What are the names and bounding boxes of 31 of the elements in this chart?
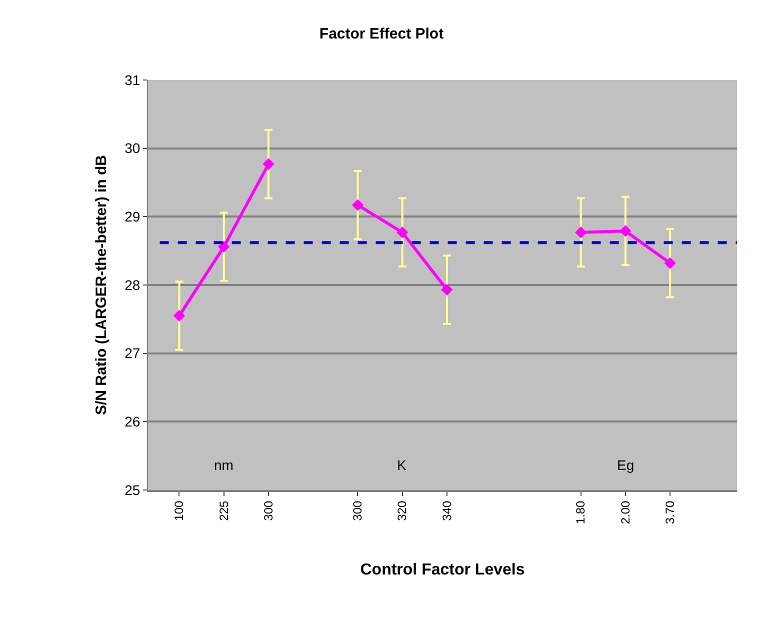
x-tick-label: 340 bbox=[440, 500, 454, 521]
x-tick-label: 1.80 bbox=[574, 500, 588, 524]
y-tick-label: 31 bbox=[124, 72, 140, 88]
point bbox=[218, 240, 230, 253]
x-axis-title: Control Factor Levels bbox=[360, 561, 525, 578]
x-tick-label: 300 bbox=[350, 500, 365, 521]
y-axis-title: S/N Ratio (LARGER-the-better) in dB bbox=[92, 154, 110, 415]
y-tick-label: 29 bbox=[124, 208, 140, 225]
point bbox=[620, 225, 632, 237]
y-tick-label: 25 bbox=[124, 482, 140, 498]
y-tick-label: 30 bbox=[124, 140, 140, 156]
point bbox=[262, 158, 274, 170]
x-tick-label: 100 bbox=[172, 500, 186, 521]
x-tick-label: 225 bbox=[216, 500, 231, 521]
annotation: Eg bbox=[617, 457, 634, 473]
x-tick-label: 320 bbox=[395, 500, 410, 521]
point bbox=[352, 199, 364, 211]
y-tick-label: 28 bbox=[124, 276, 140, 293]
chart-title: Factor Effect Plot bbox=[319, 26, 444, 43]
annotation: nm bbox=[214, 457, 234, 473]
point bbox=[664, 257, 676, 269]
point bbox=[574, 226, 587, 238]
point bbox=[441, 284, 453, 296]
x-tick-label: 300 bbox=[261, 500, 276, 521]
y-tick-label: 26 bbox=[124, 414, 140, 430]
annotation: K bbox=[397, 457, 407, 473]
y-tick-label: 27 bbox=[124, 345, 140, 362]
x-tick-label: 2.00 bbox=[618, 500, 632, 524]
point bbox=[396, 226, 408, 238]
point bbox=[173, 310, 186, 322]
x-tick-label: 3.70 bbox=[662, 500, 677, 524]
